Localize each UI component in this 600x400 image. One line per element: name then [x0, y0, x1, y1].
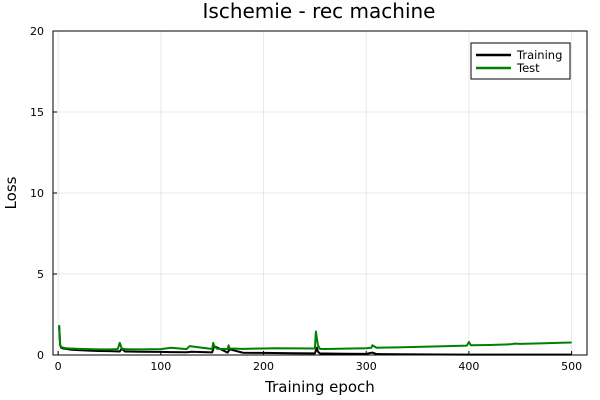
y-tick-label: 20	[30, 25, 44, 38]
legend-label-test: Test	[516, 61, 540, 75]
x-tick-label: 0	[55, 360, 62, 373]
x-tick-label: 100	[150, 360, 171, 373]
y-axis-label: Loss	[2, 176, 20, 209]
y-tick-label: 15	[30, 106, 44, 119]
series-line-test	[58, 324, 572, 351]
axis-ticks: 0 100 200 300 400 500 0 5 10 15 20	[30, 25, 582, 373]
y-tick-label: 10	[30, 187, 44, 200]
x-tick-label: 500	[561, 360, 582, 373]
legend: Training Test	[470, 42, 571, 80]
x-axis-label: Training epoch	[264, 378, 375, 396]
x-tick-label: 400	[458, 360, 479, 373]
y-tick-label: 5	[37, 268, 44, 281]
x-tick-label: 300	[356, 360, 377, 373]
series-lines	[58, 324, 572, 356]
grid	[53, 30, 587, 356]
chart-title: Ischemie - rec machine	[203, 0, 436, 23]
legend-label-training: Training	[516, 48, 562, 62]
x-tick-label: 200	[253, 360, 274, 373]
y-tick-label: 0	[37, 349, 44, 362]
legend-box	[470, 42, 571, 80]
